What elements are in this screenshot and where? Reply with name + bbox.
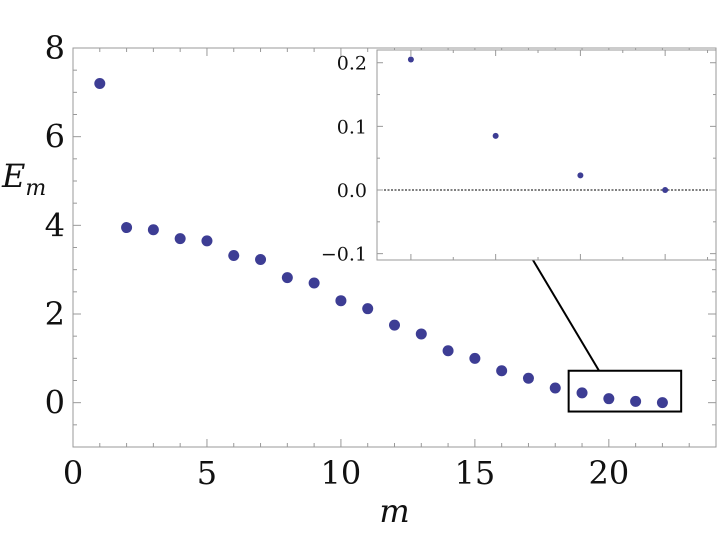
zoom-connector-line — [532, 259, 600, 372]
data-point — [496, 365, 508, 377]
x-tick-label: 15 — [455, 454, 496, 492]
data-point — [362, 303, 374, 315]
x-tick-label: 20 — [588, 454, 629, 492]
inset-y-tick-label: 0.0 — [337, 180, 367, 202]
data-point — [442, 345, 454, 357]
main-data-points — [94, 77, 668, 409]
main-plot: 0 5 10 15 20 0 2 4 6 8 m Em — [1, 29, 717, 530]
x-tick-label: 0 — [63, 454, 83, 492]
data-point — [522, 372, 534, 384]
inset-y-tick-label: −0.1 — [321, 244, 367, 266]
inset-data-point — [492, 132, 499, 139]
inset-data-points — [407, 56, 669, 193]
data-point — [576, 387, 588, 399]
data-point — [656, 397, 668, 409]
data-point — [121, 222, 133, 234]
data-point — [415, 328, 427, 340]
data-point — [201, 235, 213, 247]
x-tick-label: 5 — [197, 454, 217, 492]
data-point — [281, 272, 293, 284]
y-tick-label: 2 — [45, 295, 65, 333]
y-axis-label-subscript: m — [25, 176, 46, 201]
y-tick-label: 4 — [45, 206, 65, 244]
data-point — [228, 249, 240, 261]
data-point — [255, 253, 267, 265]
inset-data-point — [577, 172, 584, 179]
data-point — [308, 277, 320, 289]
data-point — [469, 352, 481, 364]
y-tick-label: 6 — [45, 118, 65, 156]
inset-data-point — [662, 187, 669, 193]
data-point — [94, 77, 106, 89]
data-point — [603, 393, 615, 405]
y-axis-label-base: E — [1, 157, 25, 195]
y-tick-label: 8 — [45, 29, 65, 67]
inset-y-tick-label: 0.1 — [337, 116, 367, 138]
x-axis-label: m — [379, 492, 409, 530]
inset-tick-marks — [377, 50, 716, 260]
inset-plot: −0.1 0.0 0.1 0.2 — [321, 49, 717, 266]
inset-background — [377, 50, 716, 260]
inset-y-tick-label: 0.2 — [337, 53, 367, 75]
inset-tick-labels: −0.1 0.0 0.1 0.2 — [321, 53, 367, 266]
x-tick-label: 10 — [321, 454, 362, 492]
y-tick-label: 0 — [45, 384, 65, 422]
data-point — [174, 233, 186, 245]
zoom-box — [567, 369, 683, 413]
data-point — [549, 382, 561, 394]
inset-plot-frame — [376, 49, 717, 261]
data-point — [335, 295, 347, 307]
y-axis-label: Em — [1, 157, 46, 201]
main-tick-labels: 0 5 10 15 20 0 2 4 6 8 — [45, 29, 630, 492]
data-point — [389, 319, 400, 331]
inset-data-point — [407, 56, 414, 63]
data-point — [630, 395, 642, 407]
data-point — [147, 224, 159, 236]
